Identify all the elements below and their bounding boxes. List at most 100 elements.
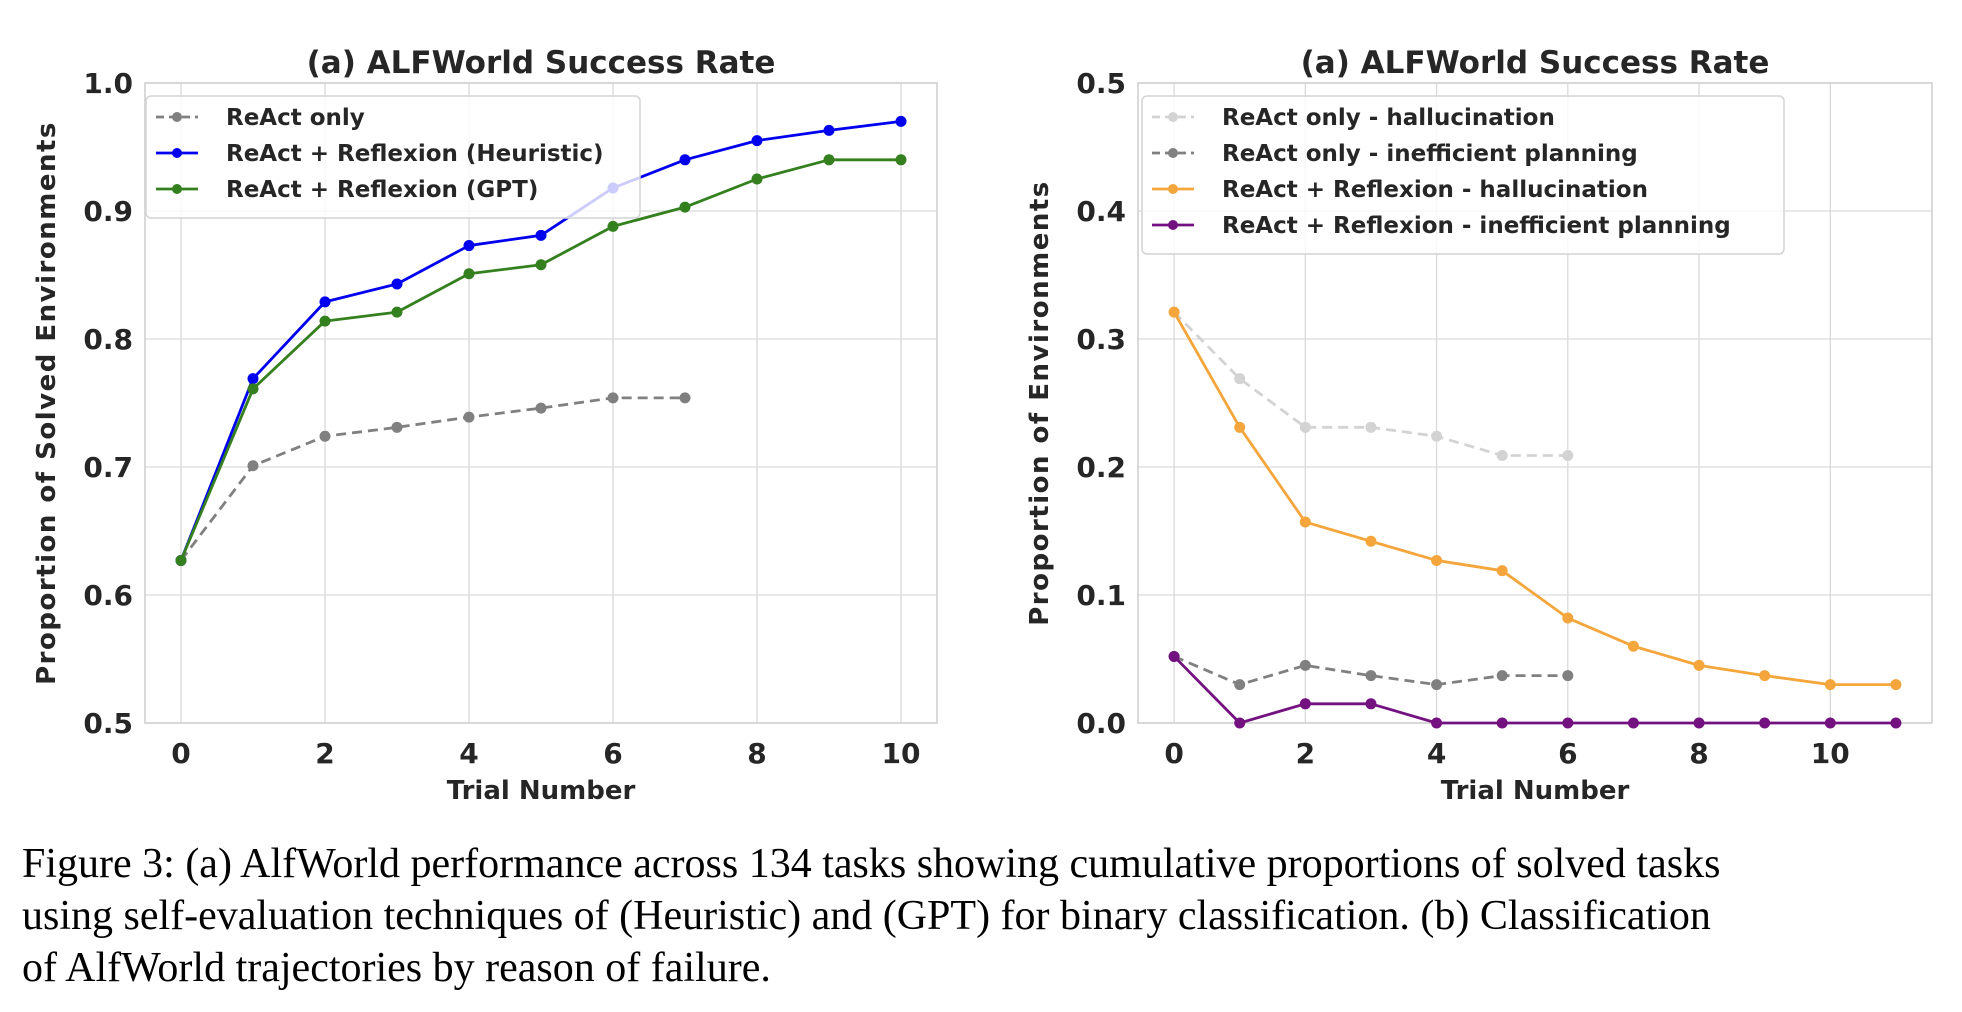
plot-frame xyxy=(144,82,938,724)
data-point xyxy=(247,373,259,385)
caption-line-3: of AlfWorld trajectories by reason of fa… xyxy=(22,945,771,991)
data-point xyxy=(1365,698,1377,710)
data-point xyxy=(1299,698,1311,710)
data-point xyxy=(1824,717,1836,729)
data-point xyxy=(1496,717,1508,729)
x-tick-label: 0 xyxy=(1164,737,1183,770)
legend-label: ReAct + Reflexion (Heuristic) xyxy=(226,141,604,167)
data-point xyxy=(1562,670,1574,682)
series-1 xyxy=(1168,306,1574,461)
legend-marker xyxy=(172,148,182,158)
legend-label: ReAct only - inefficient planning xyxy=(1222,141,1638,167)
y-tick-label: 0.5 xyxy=(83,707,133,740)
caption-line-1: Figure 3: (a) AlfWorld performance acros… xyxy=(22,841,1721,887)
data-point xyxy=(391,421,403,433)
data-point xyxy=(1365,421,1377,433)
x-tick-label: 4 xyxy=(1427,737,1446,770)
data-point xyxy=(607,392,619,404)
figure: 0 2 4 6 8 10 0.5 0.6 0.7 0.8 0.9 1.0 (a) ALFWorld Su… xyxy=(32,45,1933,806)
x-tick-label: 8 xyxy=(747,737,766,770)
x-tick-label: 2 xyxy=(1296,737,1315,770)
data-point xyxy=(895,115,907,127)
data-point xyxy=(1431,717,1443,729)
legend-marker xyxy=(172,184,182,194)
x-tick-label: 2 xyxy=(315,737,334,770)
data-point xyxy=(1759,670,1771,682)
data-point xyxy=(607,220,619,232)
data-point xyxy=(1299,659,1311,671)
data-point xyxy=(319,315,331,327)
data-point xyxy=(1431,554,1443,566)
data-point xyxy=(1824,679,1836,691)
chart-panel-2: 0 2 4 6 8 10 0.0 0.1 0.2 0.3 0.4 0.5 (a) ALFWorld Su… xyxy=(1025,45,1933,806)
y-axis-label: Proportion of Solved Environments xyxy=(32,121,62,685)
x-axis-label: Trial Number xyxy=(447,776,636,806)
figure-caption: Figure 3: (a) AlfWorld performance acros… xyxy=(22,838,1952,994)
data-point xyxy=(319,296,331,308)
data-point xyxy=(1234,373,1246,385)
legend-label: ReAct + Reflexion (GPT) xyxy=(226,177,538,203)
data-point xyxy=(751,135,763,147)
legend-marker xyxy=(1168,112,1178,122)
data-point xyxy=(1431,430,1443,442)
data-point xyxy=(175,554,187,566)
series-line xyxy=(179,158,901,561)
data-point xyxy=(1168,650,1180,662)
legend: ReAct only ReAct + Reflexion (Heuristic) R… xyxy=(145,95,641,219)
series-line xyxy=(1173,655,1896,725)
y-tick-label: 0.5 xyxy=(1076,67,1126,100)
x-tick-label: 8 xyxy=(1689,737,1708,770)
series-1 xyxy=(175,392,691,566)
data-point xyxy=(247,460,259,472)
legend-label: ReAct + Reflexion - inefficient planning xyxy=(1222,213,1731,239)
series-3 xyxy=(175,154,907,566)
data-point xyxy=(391,278,403,290)
data-point xyxy=(463,268,475,280)
data-point xyxy=(1496,565,1508,577)
data-point xyxy=(1299,421,1311,433)
series-2 xyxy=(1168,650,1574,691)
data-point xyxy=(463,240,475,252)
data-point xyxy=(1431,679,1443,691)
y-tick-label: 0.8 xyxy=(83,323,133,356)
data-point xyxy=(1693,659,1705,671)
data-point xyxy=(391,306,403,318)
data-point xyxy=(1562,612,1574,624)
data-point xyxy=(1890,679,1902,691)
caption-line-2: using self-evaluation techniques of (Heu… xyxy=(22,893,1711,939)
data-point xyxy=(823,124,835,136)
x-tick-label: 6 xyxy=(603,737,622,770)
data-point xyxy=(535,259,547,271)
data-point xyxy=(463,411,475,423)
data-point xyxy=(1299,516,1311,528)
data-point xyxy=(679,201,691,213)
data-point xyxy=(1562,449,1574,461)
y-tick-label: 0.6 xyxy=(83,579,133,612)
data-point xyxy=(1234,679,1246,691)
data-point xyxy=(1627,640,1639,652)
data-point xyxy=(1365,535,1377,547)
data-point xyxy=(1562,717,1574,729)
data-point xyxy=(1890,717,1902,729)
data-point xyxy=(1234,717,1246,729)
data-point xyxy=(679,392,691,404)
data-point xyxy=(1496,449,1508,461)
chart-panel-1: 0 2 4 6 8 10 0.5 0.6 0.7 0.8 0.9 1.0 (a) ALFWorld Su… xyxy=(32,45,938,806)
series-line xyxy=(1172,311,1896,686)
data-point xyxy=(1168,306,1180,318)
y-axis-label: Proportion of Environments xyxy=(1025,180,1055,626)
legend-label: ReAct only - hallucination xyxy=(1222,105,1555,131)
x-tick-label: 4 xyxy=(459,737,478,770)
legend-marker xyxy=(1168,184,1178,194)
series-3 xyxy=(1168,306,1902,691)
x-tick-label: 10 xyxy=(882,737,921,770)
data-point xyxy=(895,154,907,166)
data-point xyxy=(319,430,331,442)
legend-box xyxy=(145,95,641,219)
series-4 xyxy=(1168,650,1902,729)
y-tick-label: 0.4 xyxy=(1076,195,1126,228)
data-point xyxy=(247,383,259,395)
data-point xyxy=(1496,670,1508,682)
legend-box xyxy=(1141,95,1785,255)
data-point xyxy=(1759,717,1771,729)
